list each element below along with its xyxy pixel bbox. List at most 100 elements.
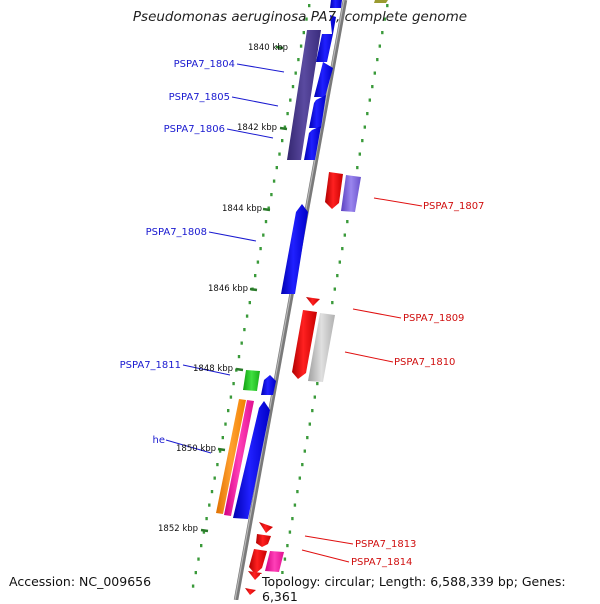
track-dot [308,422,311,426]
gene-small-red-3[interactable] [245,588,256,595]
gene-PSPA7_1807-red[interactable] [325,172,343,209]
gene-PSPA7_1807-lavender[interactable] [341,175,361,212]
track-dot [281,571,284,575]
track-dot [291,85,295,89]
track-dot [272,179,276,183]
gene-blue-long[interactable] [233,401,270,519]
leader-PSPA7_1811 [182,364,231,376]
track-dot [275,166,278,170]
track-dot [240,341,243,345]
track-dot [221,436,224,440]
track-dot [305,17,308,21]
leader-lines-right [301,197,423,563]
gene-PSPA7_1814-red[interactable] [249,549,267,574]
track-dot [229,395,233,399]
track-dot [338,260,341,264]
leader-PSPA7_1806 [226,128,274,139]
gene-label-PSPA7_1814[interactable]: PSPA7_1814 [351,557,412,568]
track-dot [291,517,294,521]
track-dot [302,31,305,35]
gene-label-PSPA7_1813[interactable]: PSPA7_1813 [355,539,416,550]
tick-1848 [235,367,244,372]
track-dot [333,287,336,291]
track-dot [270,193,273,197]
tick-label: 1848 kbp [193,364,233,374]
gene-pink-long[interactable] [224,400,254,516]
track-dot [356,166,359,170]
track-dot [376,58,379,62]
gene-label-PSPA7_1804[interactable]: PSPA7_1804 [174,59,235,70]
track-dot [256,260,260,264]
gene-PSPA7_1809[interactable] [292,310,317,379]
track-dot [301,463,304,467]
track-dot [278,152,281,156]
gene-PSPA7_1805[interactable] [309,95,326,128]
track-dot [205,517,208,521]
gene-PSPA7_1810[interactable] [308,313,335,382]
gene-orange-long[interactable] [216,399,246,514]
gene-partial-top-blue[interactable] [330,0,342,8]
track-dot [381,31,384,35]
map-title: Pseudomonas aeruginosa PA7, complete gen… [132,9,468,25]
accession-label: Accession: NC_009656 [7,574,154,589]
track-dot [232,382,235,386]
gene-PSPA7_1811[interactable] [261,375,276,395]
gene-small-red-1[interactable] [259,522,273,533]
leader-PSPA7_1805 [231,96,279,107]
gene-label-PSPA7_1805[interactable]: PSPA7_1805 [169,92,230,103]
leader-PSPA7_1808 [208,231,257,242]
track-dot [371,85,374,89]
track-dot [308,4,311,8]
gene-label-PSPA7_1809[interactable]: PSPA7_1809 [403,313,464,324]
gene-PSPA7_1814-pink[interactable] [265,551,284,572]
tick-1840 [275,45,284,50]
tick-1852 [200,528,209,533]
track-dot [202,530,206,534]
gene-PSPA7_1808[interactable] [281,204,308,294]
track-dot [373,71,376,75]
track-dot [224,422,227,426]
track-dot [267,206,270,210]
gene-green-small[interactable] [243,370,260,391]
gene-label-PSPA7_1810[interactable]: PSPA7_1810 [394,357,455,368]
track-dot [341,247,344,251]
track-dot [366,112,369,116]
tick-1842 [279,126,288,131]
gene-label-PSPA7_1807[interactable]: PSPA7_1807 [423,201,484,212]
gene-PSPA7_1804[interactable] [314,62,333,97]
leader-PSPA7_1810 [344,351,394,363]
track-dot [210,490,214,494]
track-dot [218,449,222,453]
gene-PSPA7_1813[interactable] [256,534,271,547]
track-dot [298,476,301,480]
gene-label-he[interactable]: he [153,435,166,446]
gene-labels-left: PSPA7_1804 PSPA7_1805 PSPA7_1806 PSPA7_1… [120,59,235,446]
leader-PSPA7_1814 [301,549,350,563]
track-dot [299,44,303,48]
track-dot [281,139,284,143]
track-dot [197,557,200,561]
gene-partial-top-olive[interactable] [374,0,388,3]
track-dot [264,220,268,224]
track-dot [316,382,319,386]
track-dot [361,139,364,143]
tick-labels: 1840 kbp 1842 kbp 1844 kbp 1846 kbp 1848… [158,43,288,534]
gene-cds-top-1[interactable] [316,15,336,62]
gene-label-PSPA7_1806[interactable]: PSPA7_1806 [164,124,225,135]
track-dot [286,544,289,548]
operon-block[interactable] [287,30,321,160]
gene-small-red-2[interactable] [248,571,262,580]
track-dot [237,355,241,359]
track-dot [259,247,262,251]
gene-PSPA7_1806[interactable] [304,126,321,160]
gene-label-PSPA7_1808[interactable]: PSPA7_1808 [146,227,207,238]
tick-marks [200,45,288,533]
leader-PSPA7_1807 [373,197,423,207]
gene-small-red-arrow[interactable] [306,297,320,306]
gene-label-PSPA7_1811[interactable]: PSPA7_1811 [120,360,181,371]
track-dot [343,233,346,237]
tick-label: 1840 kbp [248,43,288,53]
tick-label: 1850 kbp [176,444,216,454]
tick-label: 1852 kbp [158,524,198,534]
tick-1844 [262,207,271,212]
